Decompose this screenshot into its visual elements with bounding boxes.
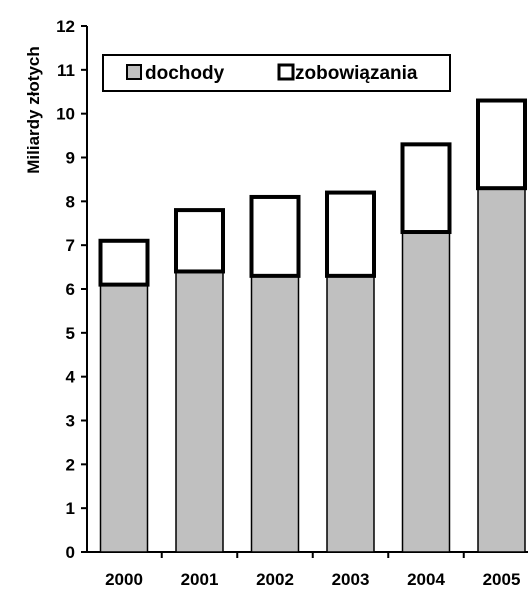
bar-dochody-2001 bbox=[175, 270, 224, 553]
y-axis-label: Miliardy złotych bbox=[24, 46, 43, 174]
y-tick-label: 0 bbox=[66, 543, 75, 562]
bar-zobowiazania-2001 bbox=[174, 208, 225, 274]
x-tick-label-2004: 2004 bbox=[407, 570, 445, 589]
bar-dochody-2004 bbox=[401, 231, 451, 553]
y-tick-label: 7 bbox=[66, 236, 75, 255]
y-tick-label: 12 bbox=[56, 17, 75, 36]
axes bbox=[86, 26, 528, 553]
bars bbox=[98, 98, 527, 553]
y-tick-label: 8 bbox=[66, 192, 75, 211]
legend-swatch-zobowiazania bbox=[277, 63, 295, 81]
bar-dochody-2002 bbox=[250, 275, 300, 553]
bar-zobowiazania-2005 bbox=[476, 98, 527, 191]
bar-dochody-2000 bbox=[99, 283, 149, 553]
y-tick-label: 3 bbox=[66, 412, 75, 431]
legend-swatch-dochody bbox=[126, 64, 142, 80]
bar-zobowiazania-2002 bbox=[249, 194, 301, 278]
y-tick-label: 4 bbox=[66, 368, 76, 387]
x-ticks: 2000 2001 2002 2003 2004 2005 bbox=[105, 552, 521, 589]
legend-label-zobowiazania: zobowiązania bbox=[295, 63, 418, 84]
x-tick-label-2000: 2000 bbox=[105, 570, 143, 589]
y-tick-label: 2 bbox=[66, 455, 75, 474]
bar-zobowiazania-2004 bbox=[400, 142, 452, 235]
bar-zobowiazania-2000 bbox=[98, 238, 150, 287]
x-tick-label-2003: 2003 bbox=[332, 570, 370, 589]
y-tick-label: 1 bbox=[66, 499, 75, 518]
x-tick-label-2001: 2001 bbox=[181, 570, 219, 589]
y-tick-label: 5 bbox=[66, 324, 75, 343]
x-tick-label-2005: 2005 bbox=[483, 570, 521, 589]
y-tick-label: 9 bbox=[66, 149, 75, 168]
y-tick-label: 11 bbox=[57, 61, 75, 80]
y-tick-label: 10 bbox=[56, 105, 75, 124]
legend-box bbox=[102, 54, 451, 92]
legend-label-dochody: dochody bbox=[145, 63, 225, 84]
bar-zobowiazania-2003 bbox=[325, 190, 376, 278]
y-tick-label: 6 bbox=[66, 280, 75, 299]
legend: dochody zobowiązania bbox=[102, 54, 451, 92]
bar-dochody-2005 bbox=[477, 187, 526, 553]
x-tick-label-2002: 2002 bbox=[256, 570, 294, 589]
bar-dochody-2003 bbox=[326, 275, 375, 553]
